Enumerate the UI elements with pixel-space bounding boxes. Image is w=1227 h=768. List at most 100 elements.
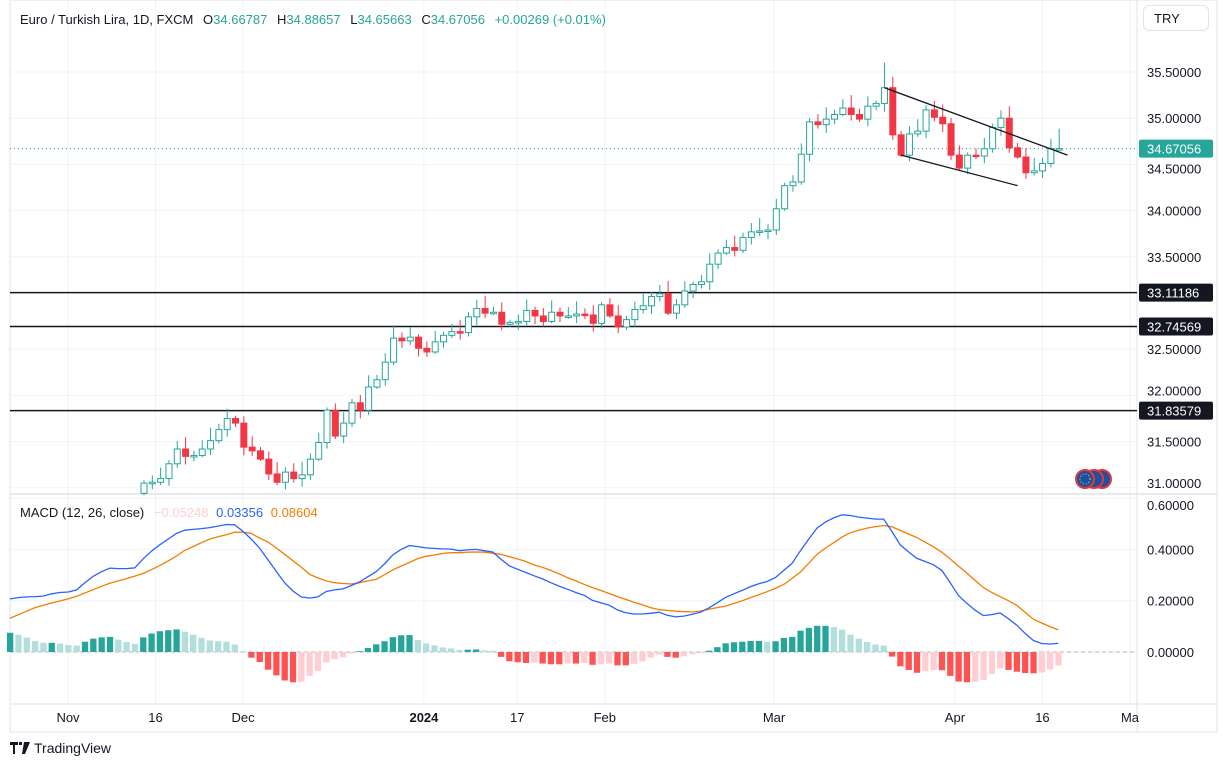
- macd-histogram-bar: [148, 633, 155, 652]
- candle: [1055, 128, 1063, 151]
- price-tick-label: 35.50000: [1147, 65, 1201, 80]
- candle: [456, 319, 464, 340]
- macd-histogram-bar: [922, 652, 929, 672]
- macd-histogram-bar: [888, 652, 896, 657]
- macd-histogram-bar: [589, 652, 596, 665]
- macd-histogram-bar: [306, 652, 313, 676]
- candle: [232, 415, 240, 428]
- macd-histogram-bar: [963, 652, 971, 683]
- candle-body: [232, 418, 240, 424]
- candle-body: [356, 402, 364, 411]
- macd-histogram-bar: [872, 644, 879, 652]
- candle: [1030, 158, 1038, 176]
- candle-body: [789, 181, 797, 187]
- candle-body: [781, 185, 789, 210]
- candle: [406, 327, 414, 345]
- candle-body: [298, 474, 306, 480]
- macd-histogram-bar: [789, 636, 796, 652]
- candle: [340, 412, 348, 444]
- candle: [689, 281, 697, 299]
- candle-body: [989, 126, 997, 150]
- macd-histogram-bar: [1047, 652, 1054, 670]
- macd-histogram-bar: [381, 641, 388, 652]
- current-price-badge: [1139, 139, 1213, 158]
- candle-body: [656, 293, 664, 298]
- macd-histogram-bar: [747, 640, 754, 652]
- macd-histogram-bar: [547, 652, 555, 665]
- candle-body: [564, 315, 572, 318]
- level-price-label: 33.11186: [1147, 286, 1199, 301]
- candle: [672, 299, 680, 320]
- candle-body: [448, 331, 456, 336]
- macd-histogram-bar: [506, 652, 513, 662]
- time-tick-label: Mar: [763, 710, 786, 725]
- tradingview-logo[interactable]: TradingView: [10, 740, 111, 756]
- trend-line[interactable]: [900, 154, 1018, 187]
- macd-title: MACD (12, 26, close): [20, 505, 144, 520]
- candle: [722, 239, 730, 255]
- macd-histogram-bar: [431, 645, 438, 652]
- macd-histogram-bar: [115, 639, 122, 652]
- candle: [298, 462, 306, 487]
- eu-flag-icon[interactable]: [1075, 469, 1095, 489]
- candle: [897, 131, 905, 158]
- time-tick-label: Dec: [231, 710, 255, 725]
- trend-lines[interactable]: [884, 87, 1068, 187]
- candle-body: [814, 121, 822, 126]
- candle: [581, 308, 589, 319]
- trend-line[interactable]: [884, 87, 1068, 156]
- candle: [880, 62, 888, 112]
- macd-histogram-bar: [805, 627, 813, 652]
- candle: [531, 306, 539, 325]
- macd-histogram-bar: [472, 649, 480, 652]
- time-tick-label: 17: [510, 710, 524, 725]
- signal-line: [9, 524, 1059, 631]
- macd-histogram-bar: [447, 648, 455, 652]
- candle-body: [215, 429, 223, 442]
- macd-histogram-bar: [364, 647, 372, 652]
- candle: [697, 274, 705, 289]
- candle-body: [980, 148, 988, 157]
- horizontal-levels[interactable]: [10, 148, 1137, 412]
- candle: [248, 436, 256, 456]
- candle: [756, 218, 764, 236]
- macd-histogram-bar: [514, 652, 521, 663]
- macd-histogram-bar: [1022, 652, 1029, 674]
- time-axis[interactable]: Nov 16 Dec 2024 17 Feb Mar Apr 16 Ma: [56, 710, 1139, 725]
- macd-tick-label: 0.60000: [1147, 498, 1194, 513]
- macd-histogram-bar: [680, 652, 688, 657]
- macd-histogram-bar: [705, 650, 713, 652]
- macd-histogram-bar: [281, 652, 288, 681]
- macd-histogram-bar: [830, 627, 837, 652]
- candle: [423, 341, 431, 357]
- candle: [814, 114, 822, 129]
- currency-button[interactable]: TRY: [1143, 5, 1209, 31]
- macd-histogram-bar: [356, 651, 363, 653]
- macd-histogram-bar: [997, 652, 1004, 669]
- price-tick-label: 31.50000: [1147, 435, 1201, 450]
- candle-body: [847, 107, 855, 116]
- candle: [573, 301, 581, 324]
- level-price-badge: [1139, 401, 1213, 420]
- macd-histogram-bar: [48, 642, 55, 652]
- macd-histogram-bar: [339, 652, 347, 658]
- macd-histogram-bar: [797, 630, 804, 652]
- eu-flag-event-icons[interactable]: [1075, 469, 1112, 489]
- price-tick-label: 34.50000: [1147, 162, 1201, 177]
- candle: [440, 331, 448, 348]
- price-axis[interactable]: 35.50000 35.00000 34.50000 34.00000 33.50000…: [1139, 65, 1213, 660]
- macd-histogram-bar: [198, 637, 205, 652]
- candle-body: [348, 402, 356, 424]
- candle: [223, 408, 231, 437]
- macd-histogram-bar: [40, 642, 47, 652]
- current-price-label: 34.67056: [1147, 142, 1201, 157]
- macd-legend: MACD (12, 26, close) −0.05248 0.03356 0.…: [20, 505, 318, 520]
- macd-histogram-bar: [814, 625, 821, 652]
- candle-body: [955, 154, 963, 169]
- candle: [905, 126, 913, 162]
- macd-histogram-bar: [531, 652, 538, 663]
- candle-body: [939, 116, 947, 125]
- candle: [739, 232, 747, 254]
- candle: [165, 459, 173, 486]
